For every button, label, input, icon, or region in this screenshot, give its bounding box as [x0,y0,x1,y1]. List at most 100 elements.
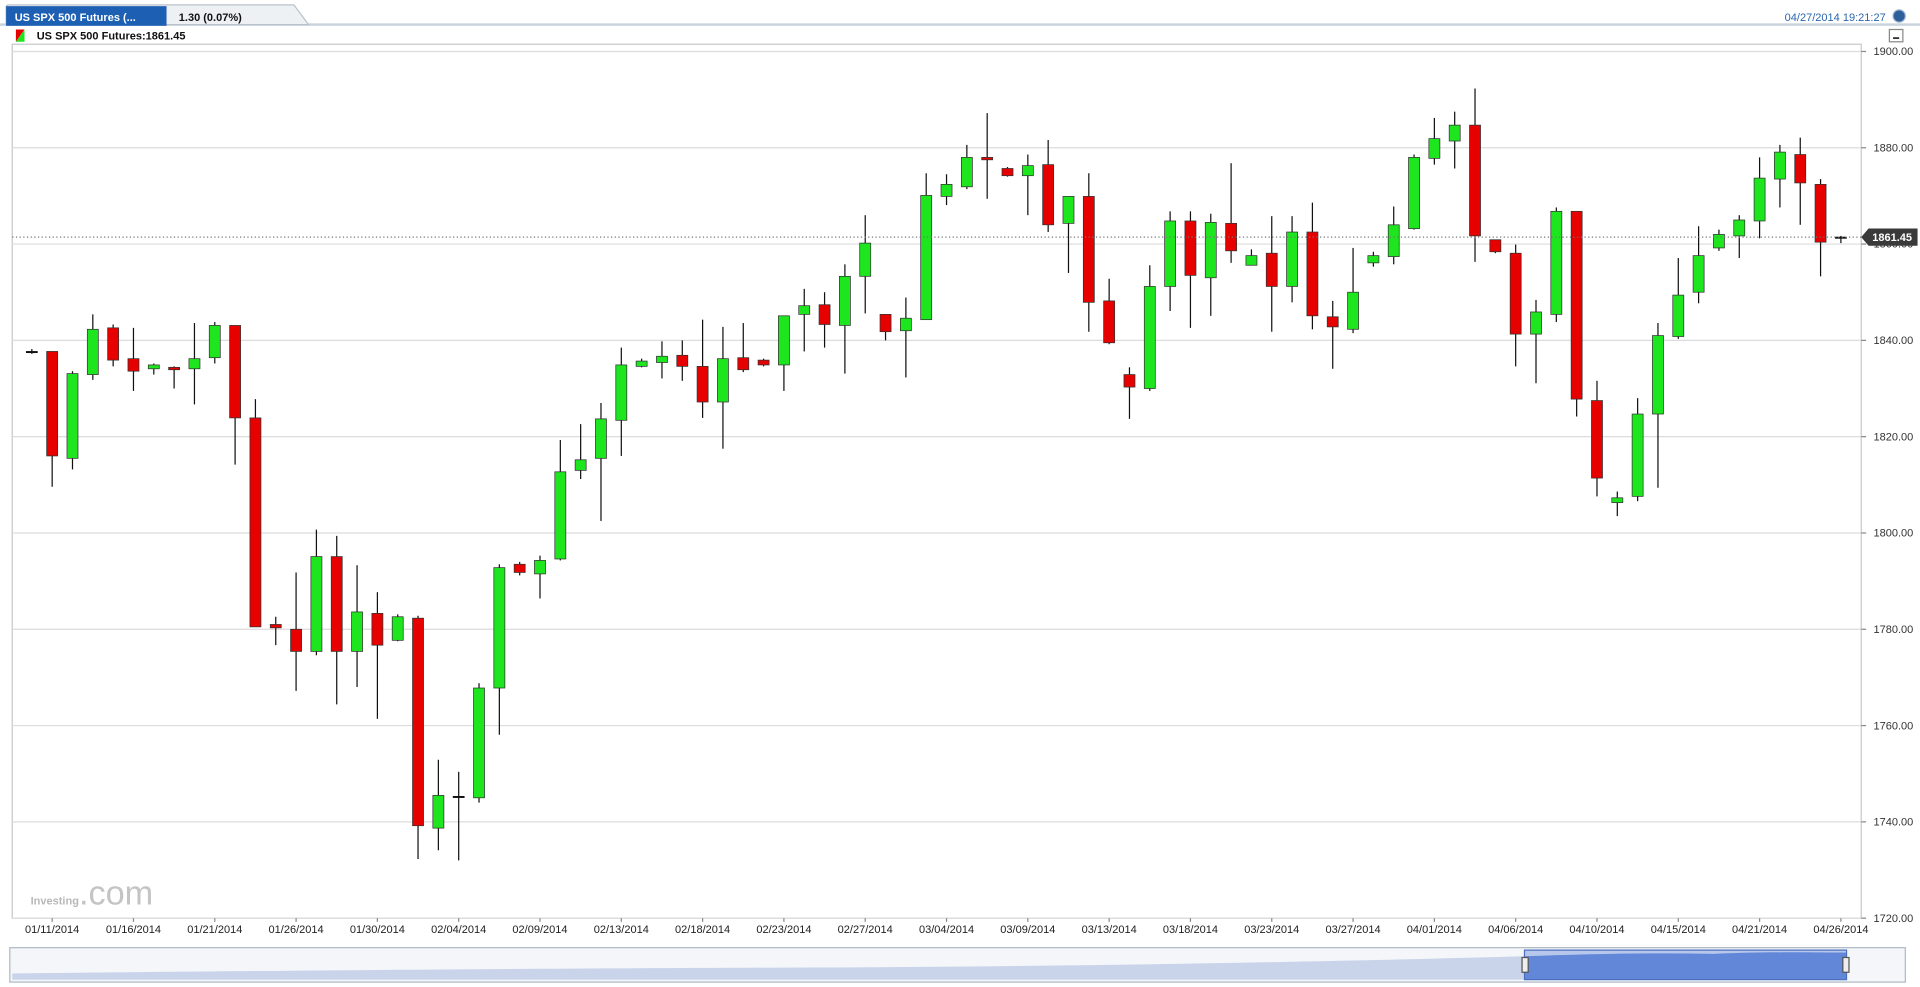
x-tick-label: 04/01/2014 [1407,924,1462,936]
candle-body [1814,183,1827,243]
candle-body [86,328,99,375]
candle-body [595,418,607,459]
y-tick-label: 1820.00 [1873,431,1913,443]
y-tick-label: 1720.00 [1873,913,1913,925]
candle-body [107,327,120,361]
candle-body [229,325,241,419]
grid [12,50,1862,919]
y-tick-label: 1880.00 [1873,142,1913,154]
minimize-button[interactable] [1888,28,1904,43]
candle-body [1672,294,1685,337]
y-tick-label: 1760.00 [1873,720,1913,732]
candle-body [1184,220,1197,276]
candle-body [1530,311,1542,335]
y-tick-label: 1840.00 [1873,335,1913,347]
candle-body [412,617,424,827]
candle-body [1082,196,1095,303]
settings-icon[interactable] [1892,9,1906,23]
candle-body [798,305,811,315]
candle-body [66,373,79,459]
candle-body [513,563,526,573]
candle-body [330,556,343,652]
candle-body [920,195,933,321]
timestamp: 04/27/2014 19:21:27 [1785,12,1886,24]
candle-body [656,355,668,363]
candle-body [1428,138,1441,159]
axes: 1720.00 1740.00 1760.00 1780.00 1800.00 1820.… [12,46,1918,936]
x-tick-label: 01/21/2014 [187,924,242,936]
x-tick-label: 03/09/2014 [1000,924,1055,936]
candle-body [493,567,506,689]
candle-body [717,358,729,403]
candle-body [635,360,648,367]
candle-body [1387,224,1400,257]
candle-body [1469,124,1481,237]
x-tick-label: 02/27/2014 [838,924,893,936]
navigator-handle-left[interactable] [1521,956,1529,973]
candle-body [554,471,567,560]
candle-body [676,354,689,367]
candle-body [1021,165,1034,177]
candle-body [1001,168,1014,177]
candle-body [1103,300,1116,344]
candle-body [1753,177,1766,222]
candle-body [432,795,445,829]
candle-body [981,157,994,161]
candle-body [859,242,872,277]
x-tick-label: 04/26/2014 [1813,924,1868,936]
candle-body [1570,210,1583,400]
candle-body [391,616,404,641]
candle-body [46,351,59,457]
candle-body [1550,210,1563,315]
candle-body [147,364,160,370]
tab-change: 1.30 (0.07%) [179,12,242,24]
candle-body [1042,164,1055,226]
candle-body [1143,286,1156,389]
candle-body [1509,252,1522,335]
x-tick-label: 04/21/2014 [1732,924,1787,936]
candle-body [818,304,831,325]
x-tick-label: 04/06/2014 [1488,924,1543,936]
candle-body [1611,497,1624,504]
candle-body [1062,196,1075,224]
x-tick-label: 03/04/2014 [919,924,974,936]
candle-body [473,687,485,799]
candle-body [1164,220,1176,287]
candle-body [310,556,323,652]
candle-body [269,624,282,629]
candle-body [1408,157,1420,230]
tab-title[interactable]: US SPX 500 Futures (... [15,12,136,24]
y-tick-label: 1900.00 [1873,46,1913,58]
x-tick-label: 01/30/2014 [350,924,405,936]
candle-body [351,611,363,652]
candle-body [1794,154,1807,184]
x-tick-label: 03/13/2014 [1082,924,1137,936]
candle-body [879,314,892,333]
candle-body [1774,151,1786,180]
candle-body [534,560,546,575]
candle-body [452,795,465,798]
x-tick-label: 01/26/2014 [269,924,324,936]
candle-body [839,275,851,326]
candle-body [290,628,302,652]
candle-body [1245,255,1258,266]
candle-body [1326,316,1339,328]
candle-body [1733,219,1746,237]
candle-body [25,351,38,354]
x-tick-label: 02/13/2014 [594,924,649,936]
candle-body [1591,400,1603,479]
candle-body [778,315,790,366]
navigator-handle-right[interactable] [1842,956,1850,973]
last-price-tag [1861,228,1918,246]
watermark: Investing.com [31,875,154,913]
navigator-window[interactable] [1523,949,1848,981]
y-tick-label: 1780.00 [1873,624,1913,636]
candle-body [249,417,262,628]
candle-body [1835,236,1847,239]
navigator-area [12,956,1525,980]
plot-area [11,43,1862,919]
x-tick-label: 03/27/2014 [1326,924,1381,936]
watermark-main: Investing [31,896,79,908]
candle-body [1448,124,1461,142]
